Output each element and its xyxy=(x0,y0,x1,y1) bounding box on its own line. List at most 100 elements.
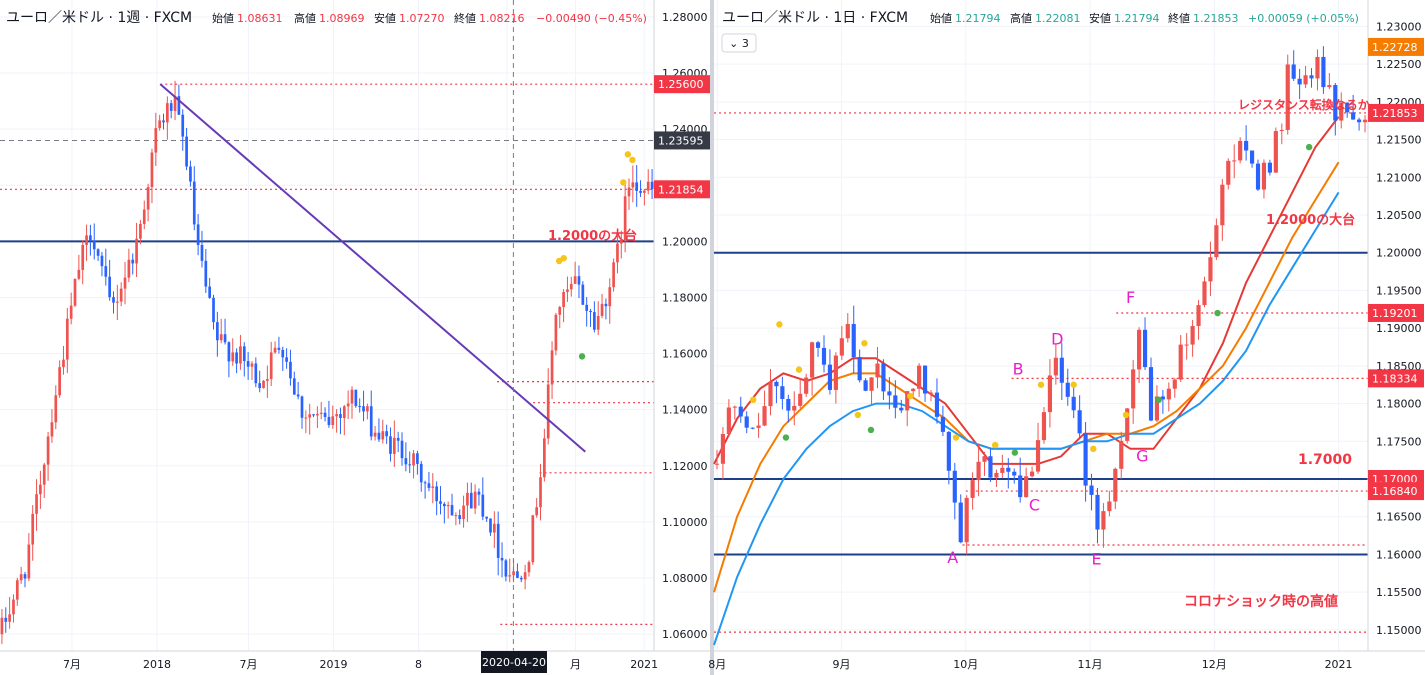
price-tag-label: 1.18334 xyxy=(1372,372,1418,385)
candle-body xyxy=(292,378,296,395)
left-h-label: 高値 xyxy=(294,11,316,25)
price-tag xyxy=(654,75,710,94)
signal-dot-yellow xyxy=(907,392,914,400)
candle-body xyxy=(77,269,81,279)
candle-body xyxy=(810,342,815,378)
x-tick-label: 2019 xyxy=(320,658,348,671)
y-tick-label: 1.23000 xyxy=(1376,20,1422,33)
candle-body xyxy=(1041,412,1047,441)
candle-body xyxy=(1024,476,1029,498)
candle-body xyxy=(543,438,546,478)
candle-body xyxy=(0,617,4,635)
candle-body xyxy=(431,486,435,488)
candle-body xyxy=(1244,140,1249,151)
left-chart[interactable]: 1.280001.260001.240001.220001.200001.180… xyxy=(0,0,710,673)
candle-body xyxy=(1125,408,1130,441)
candle-body xyxy=(573,276,577,284)
left-o-value: 1.08631 xyxy=(237,12,283,25)
candle-body xyxy=(612,262,615,288)
signal-dot-yellow xyxy=(861,340,868,347)
x-tick-label: 8 xyxy=(415,658,422,671)
left-symbol[interactable]: ユーロ／米ドル · 1週 · FXCM xyxy=(6,10,192,26)
candle-body xyxy=(768,381,773,407)
x-tick-label: 2021 xyxy=(1325,658,1353,671)
candle-body xyxy=(554,314,558,351)
candle-body xyxy=(934,392,940,417)
candle-body xyxy=(469,492,473,509)
trendline[interactable] xyxy=(159,83,586,453)
candle-body xyxy=(839,338,844,356)
collapse-indicators-button[interactable] xyxy=(721,33,757,53)
candle-body xyxy=(331,416,335,426)
candle-body xyxy=(635,182,639,191)
candle-body xyxy=(131,259,135,264)
left-price-scale[interactable] xyxy=(654,0,710,651)
candle-body xyxy=(166,103,169,123)
candle-body xyxy=(100,255,104,267)
candle-body xyxy=(1083,433,1088,486)
right-symbol[interactable]: ユーロ／米ドル · 1日 · FXCM xyxy=(722,10,908,26)
candle-body xyxy=(231,352,235,362)
candle-body xyxy=(162,120,165,123)
candle-body xyxy=(744,416,749,428)
candle-body xyxy=(1315,56,1320,79)
point-label-a: A xyxy=(947,548,958,567)
candle-body xyxy=(1202,281,1207,306)
candle-body xyxy=(1095,494,1100,530)
y-tick-label: 1.18000 xyxy=(662,291,708,304)
right-header: ユーロ／米ドル · 1日 · FXCM 始値 1.21794 高値 1.2208… xyxy=(722,10,1359,26)
candle-body xyxy=(650,181,654,189)
candle-body xyxy=(108,276,111,298)
candle-body xyxy=(212,297,215,323)
candle-body xyxy=(50,422,54,437)
y-tick-label: 1.19500 xyxy=(1376,284,1422,297)
point-label-e: E xyxy=(1092,550,1102,569)
candle-body xyxy=(1339,102,1344,121)
candle-body xyxy=(1196,305,1201,326)
candle-body xyxy=(466,492,469,506)
x-tick-label: 7月 xyxy=(63,658,81,671)
candle-body xyxy=(69,305,73,319)
left-levels xyxy=(0,83,654,625)
candle-body xyxy=(623,196,627,240)
candle-body xyxy=(917,365,922,389)
y-tick-label: 1.19000 xyxy=(1376,322,1422,335)
candle-body xyxy=(227,342,231,362)
candle-body xyxy=(516,571,519,578)
candle-body xyxy=(1255,163,1261,190)
left-c-value: 1.08216 xyxy=(479,12,525,25)
candle-body xyxy=(266,379,269,381)
candle-body xyxy=(1362,119,1368,123)
candle-body xyxy=(1018,475,1023,498)
candle-body xyxy=(54,395,58,423)
price-tag-label: 1.22728 xyxy=(1372,41,1418,54)
signal-dot-yellow xyxy=(620,179,627,186)
candle-body xyxy=(150,152,154,188)
candle-body xyxy=(726,407,731,435)
candle-body xyxy=(269,352,273,380)
price-tag-label: 1.21854 xyxy=(658,183,704,196)
candle-body xyxy=(1030,471,1035,477)
candle-body xyxy=(1327,85,1332,88)
candle-body xyxy=(786,398,791,411)
price-tag-label: 1.21853 xyxy=(1372,107,1418,120)
candle-body xyxy=(958,502,963,543)
candle-body xyxy=(189,166,192,182)
candle-body xyxy=(1012,471,1017,476)
x-tick-label: 10月 xyxy=(953,658,978,671)
candle-body xyxy=(85,235,88,245)
candle-body xyxy=(928,392,934,394)
signal-dot-yellow xyxy=(1070,381,1077,388)
candle-body xyxy=(1053,357,1058,376)
candle-body xyxy=(312,414,315,416)
y-tick-label: 1.15500 xyxy=(1376,586,1422,599)
candle-body xyxy=(911,388,916,392)
candle-body xyxy=(577,276,581,285)
y-tick-label: 1.16000 xyxy=(1376,548,1422,561)
annotation-corona-high: コロナショック時の高値 xyxy=(1184,593,1338,610)
pane-separator[interactable] xyxy=(710,0,714,675)
candle-body xyxy=(4,617,8,622)
signal-dot-yellow xyxy=(992,441,999,449)
